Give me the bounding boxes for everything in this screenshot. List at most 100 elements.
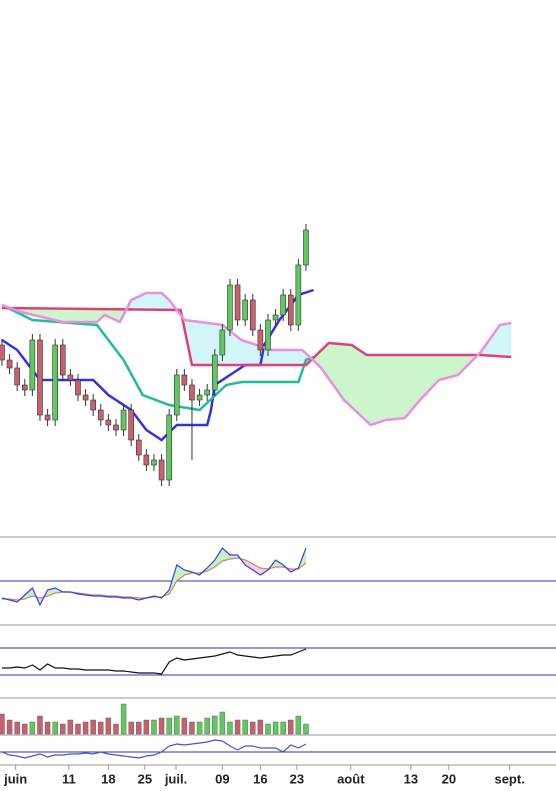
- cloud-fill: [431, 354, 434, 389]
- cloud-fill: [269, 349, 273, 366]
- cloud-fill: [351, 344, 354, 410]
- volume-bar: [212, 715, 218, 735]
- cloud-fill: [94, 308, 98, 323]
- cloud-fill: [77, 308, 81, 323]
- oscillator-fill: [252, 564, 261, 575]
- cloud-fill: [345, 344, 349, 405]
- volume-bar: [143, 719, 150, 735]
- volume-bar: [250, 721, 256, 735]
- cloud-fill: [349, 344, 352, 408]
- cloud-fill: [364, 353, 368, 423]
- candle-body: [67, 374, 74, 381]
- cloud-fill: [452, 354, 455, 377]
- cloud-fill: [446, 354, 449, 379]
- x-tick-label: juil.: [164, 771, 187, 786]
- cloud-fill: [358, 349, 362, 417]
- volume-bar: [60, 723, 66, 735]
- cloud-fill: [347, 344, 350, 406]
- candle-body: [29, 339, 36, 391]
- cloud-fill: [336, 343, 339, 393]
- cloud-fill: [338, 343, 341, 396]
- cloud-fill: [81, 308, 84, 323]
- cloud-fill: [201, 321, 204, 366]
- cloud-fill: [87, 308, 90, 323]
- candle-body: [14, 367, 20, 386]
- cloud-fill: [60, 308, 64, 323]
- candle-body: [257, 329, 264, 351]
- cloud-fill: [248, 342, 252, 366]
- cloud-fill: [434, 354, 438, 385]
- cloud-fill: [244, 340, 248, 366]
- cloud-fill: [153, 292, 157, 310]
- volume-bar: [90, 719, 96, 735]
- candle-body: [196, 394, 203, 401]
- candle-body: [303, 229, 309, 266]
- cloud-fill: [75, 308, 79, 323]
- candle-body: [21, 384, 28, 391]
- cloud-fill: [142, 293, 145, 310]
- volume-bar: [105, 717, 112, 735]
- cloud-fill: [326, 342, 330, 380]
- cloud-fill: [507, 323, 510, 358]
- x-tick-label: sept.: [494, 771, 524, 786]
- oscillator-fill: [222, 548, 230, 561]
- cloud-fill: [444, 354, 447, 379]
- volume-bar: [265, 723, 271, 735]
- cloud-fill: [58, 308, 62, 322]
- cloud-fill: [239, 337, 242, 366]
- cloud-fill: [372, 354, 375, 425]
- candle-body: [44, 414, 51, 421]
- cloud-fill: [406, 354, 409, 417]
- cloud-fill: [193, 320, 197, 366]
- cloud-fill: [438, 354, 442, 381]
- volume-bar: [151, 719, 157, 735]
- cloud-fill: [353, 345, 356, 412]
- candle-body: [287, 294, 294, 326]
- candle-body: [135, 439, 142, 456]
- candle-body: [90, 399, 96, 411]
- cloud-fill: [282, 349, 286, 366]
- cloud-fill: [197, 321, 200, 366]
- cloud-fill: [294, 349, 297, 366]
- candle-body: [211, 354, 218, 391]
- cloud-fill: [408, 354, 411, 415]
- cloud-fill: [377, 354, 381, 423]
- cloud-fill: [509, 322, 512, 358]
- cloud-fill: [383, 354, 387, 421]
- cloud-fill: [277, 349, 280, 366]
- cloud-fill: [284, 349, 288, 366]
- cloud-fill: [159, 292, 162, 311]
- cloud-fill: [505, 323, 508, 358]
- oscillator-fill: [184, 570, 192, 575]
- cloud-fill: [72, 308, 75, 323]
- x-tick-label: 13: [404, 771, 418, 786]
- volume-bar: [98, 721, 104, 735]
- candle-body: [120, 409, 127, 431]
- cloud-fill: [328, 342, 331, 383]
- cloud-fill: [455, 354, 459, 376]
- cloud-fill: [450, 354, 453, 378]
- cloud-fill: [396, 354, 400, 420]
- volume-bar: [196, 721, 203, 735]
- volume-bar: [14, 721, 20, 735]
- candle-body: [52, 344, 58, 421]
- cloud-fill: [370, 354, 373, 426]
- candle-body: [59, 344, 66, 376]
- volume-bar: [44, 721, 51, 735]
- volume-bar: [52, 721, 58, 735]
- cloud-fill: [288, 349, 292, 366]
- cloud-fill: [140, 294, 143, 310]
- cloud-fill: [89, 308, 92, 323]
- cloud-fill: [233, 333, 236, 366]
- cloud-fill: [231, 331, 235, 366]
- cloud-fill: [79, 308, 83, 323]
- cloud-fill: [290, 349, 293, 366]
- cloud-fill: [368, 354, 371, 426]
- cloud-fill: [157, 292, 160, 311]
- cloud-fill: [279, 349, 282, 366]
- cloud-fill: [442, 354, 445, 380]
- cloud-fill: [225, 327, 229, 366]
- cloud-fill: [203, 322, 206, 366]
- cloud-fill: [281, 349, 284, 366]
